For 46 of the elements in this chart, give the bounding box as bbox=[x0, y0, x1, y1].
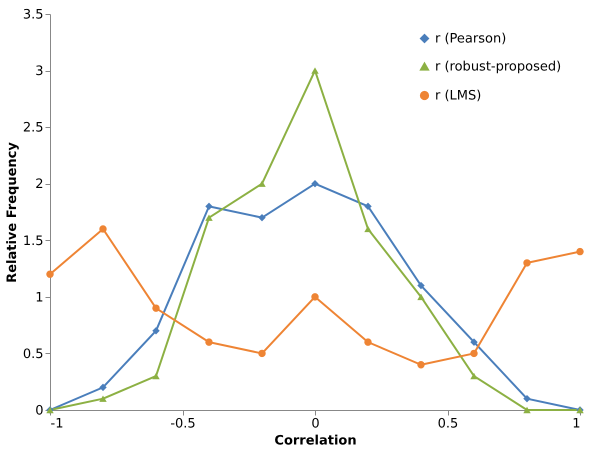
legend-label: r (LMS) bbox=[435, 88, 482, 104]
point bbox=[99, 395, 107, 402]
point bbox=[311, 293, 319, 301]
point bbox=[46, 270, 54, 278]
point bbox=[152, 304, 160, 312]
y-tick-label: 3.5 bbox=[22, 8, 44, 22]
point bbox=[470, 350, 478, 358]
x-tick-label: 0.5 bbox=[438, 416, 458, 432]
point bbox=[523, 406, 531, 414]
point bbox=[470, 372, 478, 380]
point bbox=[311, 67, 319, 74]
point bbox=[152, 327, 160, 335]
point bbox=[99, 384, 107, 392]
point bbox=[205, 214, 213, 221]
x-tick-label: -1 bbox=[50, 416, 64, 432]
point bbox=[417, 294, 425, 300]
legend-label: r (Pearson) bbox=[435, 32, 506, 46]
point bbox=[417, 361, 425, 368]
y-tick-label: 0.5 bbox=[22, 346, 44, 362]
x-tick-label: 1 bbox=[572, 416, 580, 432]
point bbox=[258, 350, 266, 358]
point bbox=[205, 338, 213, 346]
point bbox=[523, 394, 531, 402]
point bbox=[99, 225, 107, 233]
point bbox=[205, 202, 213, 210]
y-tick-label: 2 bbox=[35, 177, 44, 192]
point bbox=[258, 214, 266, 222]
point bbox=[364, 202, 372, 210]
point bbox=[364, 226, 372, 232]
point bbox=[523, 259, 531, 267]
y-tick-label: 0 bbox=[35, 404, 44, 418]
x-axis-title: Correlation bbox=[274, 434, 357, 448]
point bbox=[470, 338, 478, 346]
x-tick-label: 0 bbox=[311, 416, 320, 432]
x-tick-label: -0.5 bbox=[170, 416, 196, 432]
point bbox=[258, 180, 266, 187]
point bbox=[576, 248, 584, 256]
y-tick-label: 2.5 bbox=[22, 120, 44, 136]
y-tick-label: 1 bbox=[35, 290, 44, 306]
legend-label: r (robust-proposed) bbox=[435, 60, 562, 74]
y-tick-label: 1.5 bbox=[22, 234, 44, 249]
point bbox=[152, 372, 160, 380]
point bbox=[364, 338, 372, 346]
y-tick-label: 3 bbox=[35, 64, 44, 80]
point bbox=[417, 282, 425, 290]
y-axis-title: Relative Frequency bbox=[4, 142, 20, 283]
